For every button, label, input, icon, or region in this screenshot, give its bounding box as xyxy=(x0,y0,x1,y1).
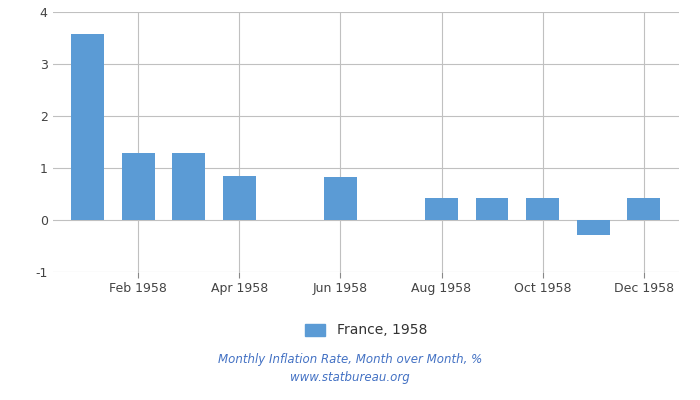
Bar xyxy=(71,34,104,220)
Bar xyxy=(577,220,610,234)
Text: www.statbureau.org: www.statbureau.org xyxy=(290,372,410,384)
Text: Monthly Inflation Rate, Month over Month, %: Monthly Inflation Rate, Month over Month… xyxy=(218,354,482,366)
Bar xyxy=(172,154,205,220)
Bar xyxy=(425,198,458,220)
Bar xyxy=(122,153,155,220)
Bar xyxy=(324,177,357,220)
Bar xyxy=(475,198,508,220)
Bar xyxy=(526,198,559,220)
Bar xyxy=(627,198,660,220)
Legend: France, 1958: France, 1958 xyxy=(299,318,433,343)
Bar xyxy=(223,176,256,220)
